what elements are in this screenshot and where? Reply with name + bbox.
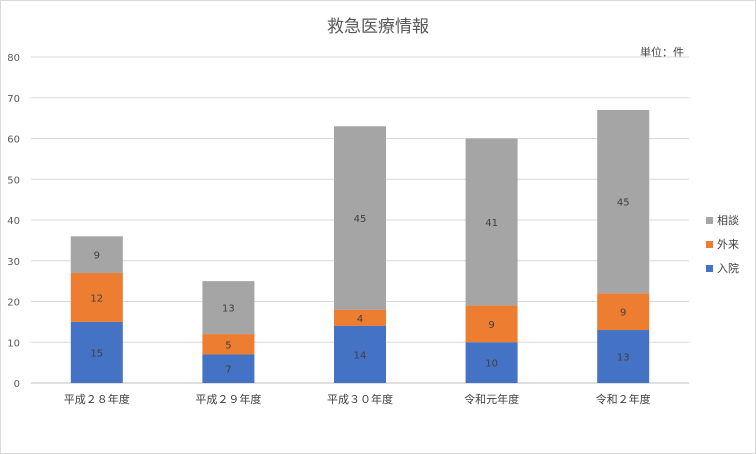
bar-segment <box>202 281 255 335</box>
data-label: 13 <box>617 353 630 364</box>
x-tick-label: 令和元年度 <box>464 392 519 406</box>
bar-segment <box>597 330 650 383</box>
data-label: 9 <box>94 251 100 262</box>
data-label: 13 <box>222 304 235 315</box>
data-label: 7 <box>225 365 231 376</box>
bar-segment <box>70 236 123 273</box>
data-label: 45 <box>617 198 630 209</box>
data-label: 9 <box>620 308 626 319</box>
bar-segment <box>334 126 386 310</box>
bar-segment <box>70 272 123 322</box>
legend-swatch <box>706 217 713 224</box>
y-tick-label: 50 <box>7 175 20 186</box>
y-tick-label: 20 <box>7 298 20 309</box>
data-label: 14 <box>354 350 367 361</box>
y-tick-label: 60 <box>7 135 20 146</box>
data-label: 12 <box>90 293 103 304</box>
data-label: 45 <box>354 214 367 225</box>
y-tick-label: 0 <box>14 379 20 390</box>
bar-segment <box>70 321 123 383</box>
y-tick-label: 80 <box>7 53 20 64</box>
data-label: 5 <box>225 340 231 351</box>
y-tick-label: 70 <box>7 94 20 105</box>
legend-label: 外来 <box>717 238 739 251</box>
bar-segment <box>465 305 518 343</box>
bar-segment <box>597 293 650 331</box>
legend-swatch <box>706 265 713 272</box>
bar-segment <box>334 309 386 326</box>
x-tick-label: 平成２９年度 <box>195 392 261 406</box>
legend-swatch <box>706 241 713 248</box>
legend-label: 入院 <box>717 261 739 275</box>
x-tick-label: 令和２年度 <box>596 392 651 406</box>
y-tick-label: 30 <box>7 257 20 268</box>
data-label: 4 <box>357 314 363 325</box>
bar-segment <box>465 138 518 306</box>
bar-segment <box>465 342 518 383</box>
unit-label: 単位：件 <box>640 46 684 59</box>
bar-segment <box>202 334 255 355</box>
y-tick-label: 10 <box>7 338 20 349</box>
x-tick-label: 平成２８年度 <box>64 392 130 406</box>
legend-label: 相談 <box>717 213 739 227</box>
bar-segment <box>334 325 386 383</box>
bar-segment <box>597 109 650 294</box>
data-label: 15 <box>90 348 103 359</box>
data-label: 41 <box>485 218 498 229</box>
bar-segment <box>202 354 255 383</box>
data-label: 9 <box>488 320 494 331</box>
chart-title: 救急医療情報 <box>327 17 429 37</box>
x-tick-label: 平成３０年度 <box>327 392 393 406</box>
y-tick-label: 40 <box>7 216 20 227</box>
data-label: 10 <box>485 359 498 370</box>
